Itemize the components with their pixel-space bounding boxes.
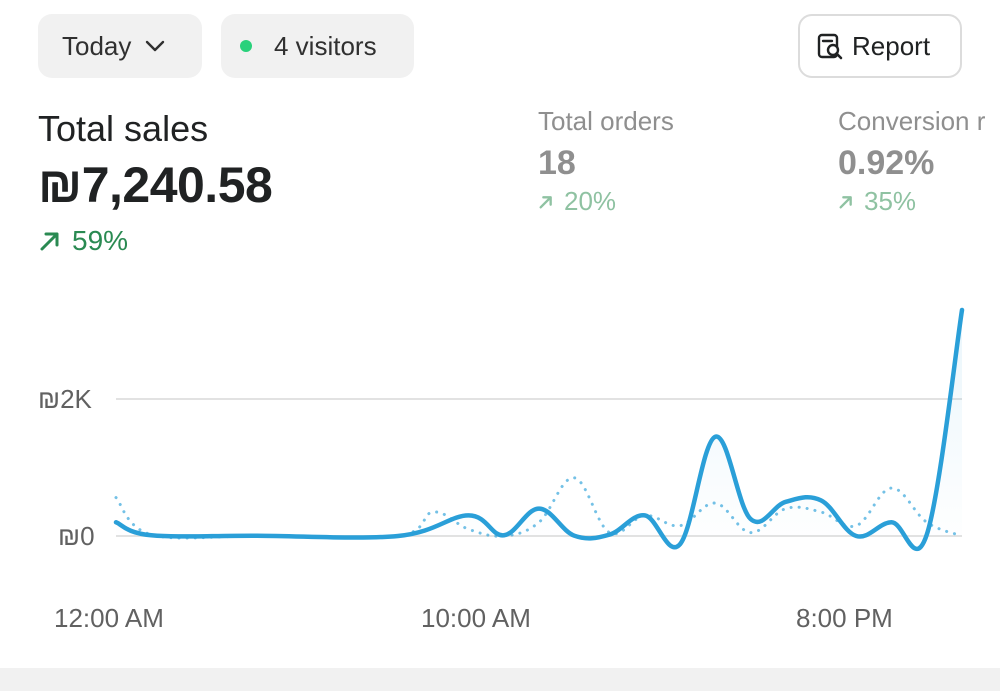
- live-status-dot: [240, 40, 252, 52]
- sales-line-chart[interactable]: ₪2K ₪0 12:00 AM 10:00 AM 8:00 PM: [0, 280, 1000, 660]
- x-tick-label: 12:00 AM: [54, 603, 164, 633]
- footer-divider: [0, 668, 1000, 691]
- total-orders-title: Total orders: [538, 106, 674, 136]
- total-sales-change-value: 59%: [72, 225, 129, 256]
- y-tick-label: ₪2K: [38, 384, 93, 414]
- arrow-up-right-icon: [539, 195, 552, 208]
- arrow-up-right-icon: [40, 232, 59, 251]
- conversion-rate-title: Conversion r: [838, 106, 986, 136]
- arrow-up-right-icon: [839, 195, 852, 208]
- report-search-icon: [816, 32, 844, 60]
- conversion-rate-change-value: 35%: [864, 186, 917, 216]
- visitors-label: 4 visitors: [274, 30, 377, 61]
- conversion-rate-change: 35%: [838, 186, 916, 217]
- date-range-label: Today: [62, 30, 132, 61]
- total-orders-change: 20%: [538, 186, 616, 217]
- x-tick-label: 8:00 PM: [796, 603, 893, 633]
- x-tick-label: 10:00 AM: [421, 603, 531, 633]
- total-sales-change: 59%: [38, 225, 128, 257]
- live-visitors-badge[interactable]: 4 visitors: [221, 14, 414, 78]
- sales-series-line: [113, 307, 965, 552]
- conversion-rate-value: 0.92%: [838, 144, 935, 182]
- report-button-label: Report: [852, 30, 931, 61]
- total-orders-value: 18: [538, 144, 576, 182]
- y-tick-label: ₪0: [58, 521, 95, 551]
- total-sales-value: ₪7,240.58: [38, 157, 273, 213]
- chevron-down-icon: [145, 40, 165, 52]
- report-button[interactable]: Report: [798, 14, 962, 78]
- total-orders-change-value: 20%: [564, 186, 617, 216]
- date-range-selector[interactable]: Today: [38, 14, 202, 78]
- total-sales-title: Total sales: [38, 108, 209, 149]
